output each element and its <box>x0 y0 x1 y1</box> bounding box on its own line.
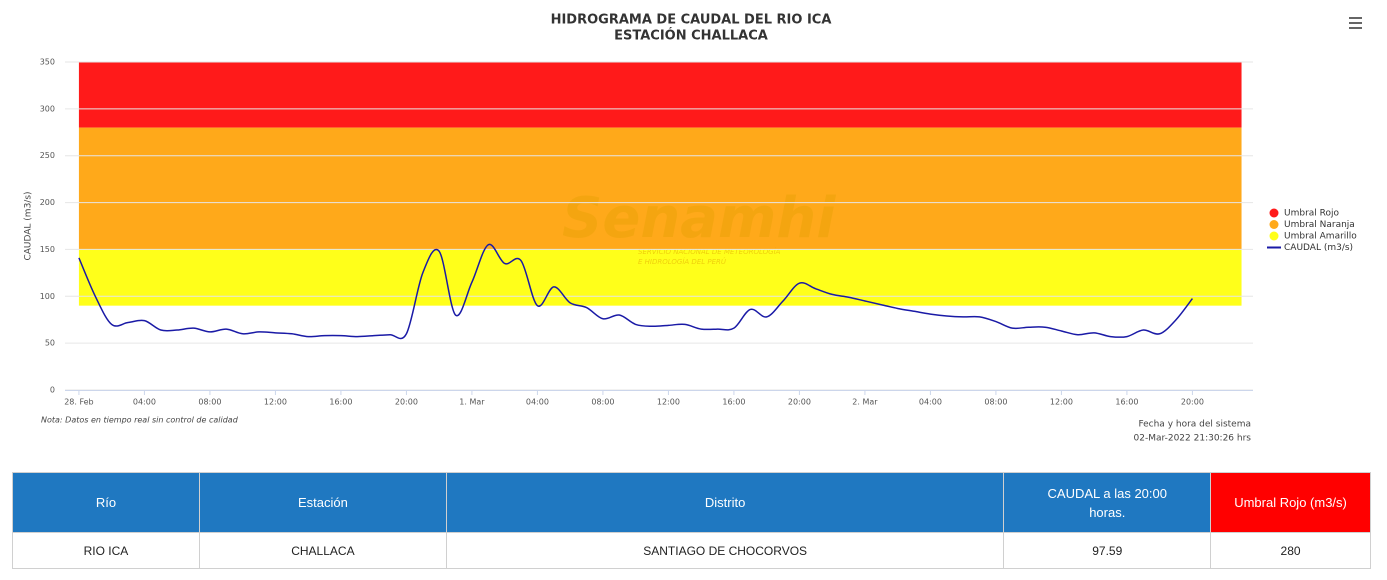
y-tick-label: 100 <box>40 292 55 301</box>
x-tick-label: 04:00 <box>919 398 942 407</box>
chart: HIDROGRAMA DE CAUDAL DEL RIO ICA ESTACIÓ… <box>24 13 1362 444</box>
threshold-band <box>78 62 1242 128</box>
x-tick-label: 2. Mar <box>852 398 878 407</box>
y-tick-label: 0 <box>50 386 55 395</box>
x-tick-label: 20:00 <box>788 398 811 407</box>
y-axis-label: CAUDAL (m3/s) <box>24 191 34 260</box>
y-tick-label: 150 <box>40 245 55 254</box>
y-tick-label: 200 <box>40 198 55 207</box>
chart-subtitle: ESTACIÓN CHALLACA <box>614 28 768 44</box>
chart-title: HIDROGRAMA DE CAUDAL DEL RIO ICA <box>551 13 832 28</box>
x-tick-label: 12:00 <box>1050 398 1073 407</box>
x-tick-label: 04:00 <box>133 398 156 407</box>
info-table: Río Estación Distrito CAUDAL a las 20:00 ho… <box>12 472 1371 569</box>
table-cell: CHALLACA <box>198 532 447 569</box>
table-header: Río Estación Distrito CAUDAL a las 20:00 ho… <box>12 472 1371 533</box>
legend-marker <box>1269 208 1279 218</box>
x-tick-label: 16:00 <box>329 398 352 407</box>
legend-label: Umbral Amarillo <box>1284 232 1357 242</box>
y-tick-label: 50 <box>45 339 55 348</box>
flow-line <box>78 243 1194 340</box>
x-tick-label: 28. Feb <box>64 398 93 407</box>
x-tick-label: 12:00 <box>264 398 287 407</box>
x-tick-label: 08:00 <box>591 398 614 407</box>
legend-marker <box>1269 231 1279 241</box>
note: Nota: Datos en tiempo real sin control d… <box>41 416 239 425</box>
watermark-subtitle: E HIDROLOGÍA DEL PERÚ <box>638 257 726 266</box>
x-tick-label: 16:00 <box>1115 398 1138 407</box>
watermark: Senamhi <box>562 186 836 251</box>
x-tick-label: 20:00 <box>395 398 418 407</box>
header-cell: Estación <box>198 472 447 533</box>
legend-label: Umbral Rojo <box>1284 209 1340 219</box>
system-time: 02-Mar-2022 21:30:26 hrs <box>1134 434 1252 444</box>
system-time-label: Fecha y hora del sistema <box>1138 420 1251 430</box>
table-cell: 97.59 <box>1003 532 1212 569</box>
x-tick-label: 16:00 <box>722 398 745 407</box>
y-tick-label: 300 <box>40 104 55 113</box>
header-cell: CAUDAL a las 20:00 horas. <box>1003 472 1212 533</box>
table-row: RIO ICA CHALLACA SANTIAGO DE CHOCORVOS 97.5… <box>12 532 1371 569</box>
x-tick-label: 1. Mar <box>459 398 485 407</box>
x-tick-label: 20:00 <box>1181 398 1204 407</box>
legend-label: CAUDAL (m3/s) <box>1284 243 1353 253</box>
header-cell: Río <box>12 472 200 533</box>
menu-button[interactable] <box>1349 17 1362 29</box>
x-tick-label: 08:00 <box>198 398 221 407</box>
table-cell: 280 <box>1210 532 1371 569</box>
watermark-subtitle: SERVICIO NACIONAL DE METEOROLOGÍA <box>638 247 781 256</box>
x-tick-label: 04:00 <box>526 398 549 407</box>
x-tick-label: 12:00 <box>657 398 680 407</box>
x-tick-label: 08:00 <box>984 398 1007 407</box>
header-cell: Distrito <box>445 472 1005 533</box>
threshold-band <box>78 127 1242 250</box>
y-tick-label: 350 <box>40 58 55 67</box>
header-cell: Umbral Rojo (m3/s) <box>1210 472 1371 533</box>
table-body: RIO ICA CHALLACA SANTIAGO DE CHOCORVOS 97.5… <box>12 532 1371 569</box>
y-tick-label: 250 <box>40 151 55 160</box>
legend-marker <box>1269 220 1279 229</box>
table-cell: SANTIAGO DE CHOCORVOS <box>445 532 1005 569</box>
table-cell: RIO ICA <box>12 532 200 569</box>
legend-label: Umbral Naranja <box>1284 220 1355 230</box>
